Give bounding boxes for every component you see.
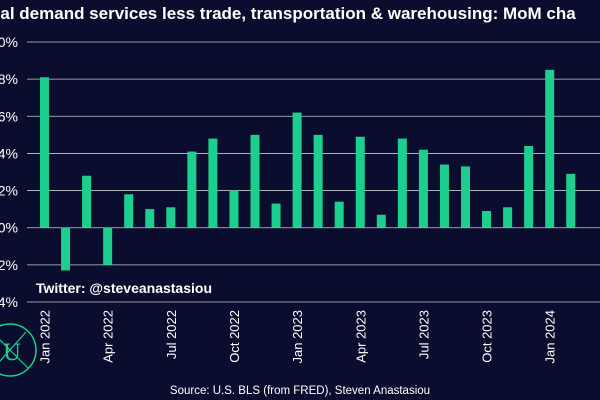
annotation-backdrop — [32, 276, 242, 298]
bar-dec-2023 — [524, 146, 534, 228]
bar-apr-2023 — [355, 136, 365, 228]
x-tick-label: Oct 2023 — [480, 310, 495, 363]
y-tick-label: 0% — [0, 220, 18, 236]
bar-nov-2022 — [250, 134, 260, 228]
bar-jan-2024 — [545, 69, 555, 228]
bar-aug-2023 — [439, 164, 449, 228]
bar-feb-2022 — [61, 227, 71, 271]
x-tick-label: Apr 2023 — [353, 310, 368, 363]
y-tick-label: 4% — [0, 294, 18, 310]
x-tick-label: Jan 2024 — [543, 310, 558, 364]
bar-apr-2022 — [103, 227, 113, 265]
bar-mar-2022 — [82, 175, 92, 228]
bars — [40, 69, 576, 271]
gridlines — [27, 41, 600, 303]
x-tick-label: Oct 2022 — [227, 310, 242, 363]
y-tick-label: 0% — [0, 34, 18, 50]
y-axis-ticks: 0% 8% 6% 4% 2% 0% 2% 4% — [0, 34, 18, 310]
x-tick-label: Jul 2022 — [164, 310, 179, 359]
bar-jul-2022 — [166, 207, 176, 228]
bar-aug-2022 — [187, 151, 197, 228]
bar-may-2022 — [124, 194, 134, 228]
x-tick-label: Jan 2023 — [290, 310, 305, 364]
y-tick-label: 4% — [0, 145, 18, 161]
x-tick-label: Jul 2023 — [416, 310, 431, 359]
bar-jun-2022 — [145, 209, 155, 228]
y-tick-label: 6% — [0, 108, 18, 124]
bar-oct-2023 — [482, 211, 492, 228]
bar-mar-2023 — [334, 201, 344, 228]
bar-nov-2023 — [503, 207, 513, 228]
bar-jul-2023 — [418, 149, 428, 228]
x-tick-label: Apr 2022 — [101, 310, 116, 363]
bar-jan-2023 — [292, 112, 302, 228]
x-tick-label: Jan 2022 — [38, 310, 53, 364]
bar-may-2023 — [376, 214, 386, 228]
twitter-annotation: Twitter: @steveanastasiou — [36, 280, 212, 296]
bar-sep-2022 — [208, 138, 218, 228]
y-tick-label: 8% — [0, 71, 18, 87]
bar-dec-2022 — [271, 203, 281, 228]
x-axis-ticks: Jan 2022 Apr 2022 Jul 2022 Oct 2022 Jan 2023… — [38, 310, 558, 364]
chart-title: nal demand services less trade, transpor… — [0, 4, 576, 23]
bar-jun-2023 — [397, 138, 407, 228]
bar-feb-2024 — [566, 173, 576, 228]
bar-sep-2023 — [461, 166, 470, 228]
logo-badge: U — [0, 323, 37, 377]
logo-letter: U — [3, 341, 22, 366]
bar-feb-2023 — [313, 134, 323, 228]
y-tick-label: 2% — [0, 257, 18, 273]
bar-oct-2022 — [229, 190, 239, 228]
y-tick-label: 2% — [0, 183, 18, 199]
source-note: Source: U.S. BLS (from FRED), Steven Ana… — [170, 385, 430, 397]
bar-jan-2022 — [40, 77, 49, 228]
